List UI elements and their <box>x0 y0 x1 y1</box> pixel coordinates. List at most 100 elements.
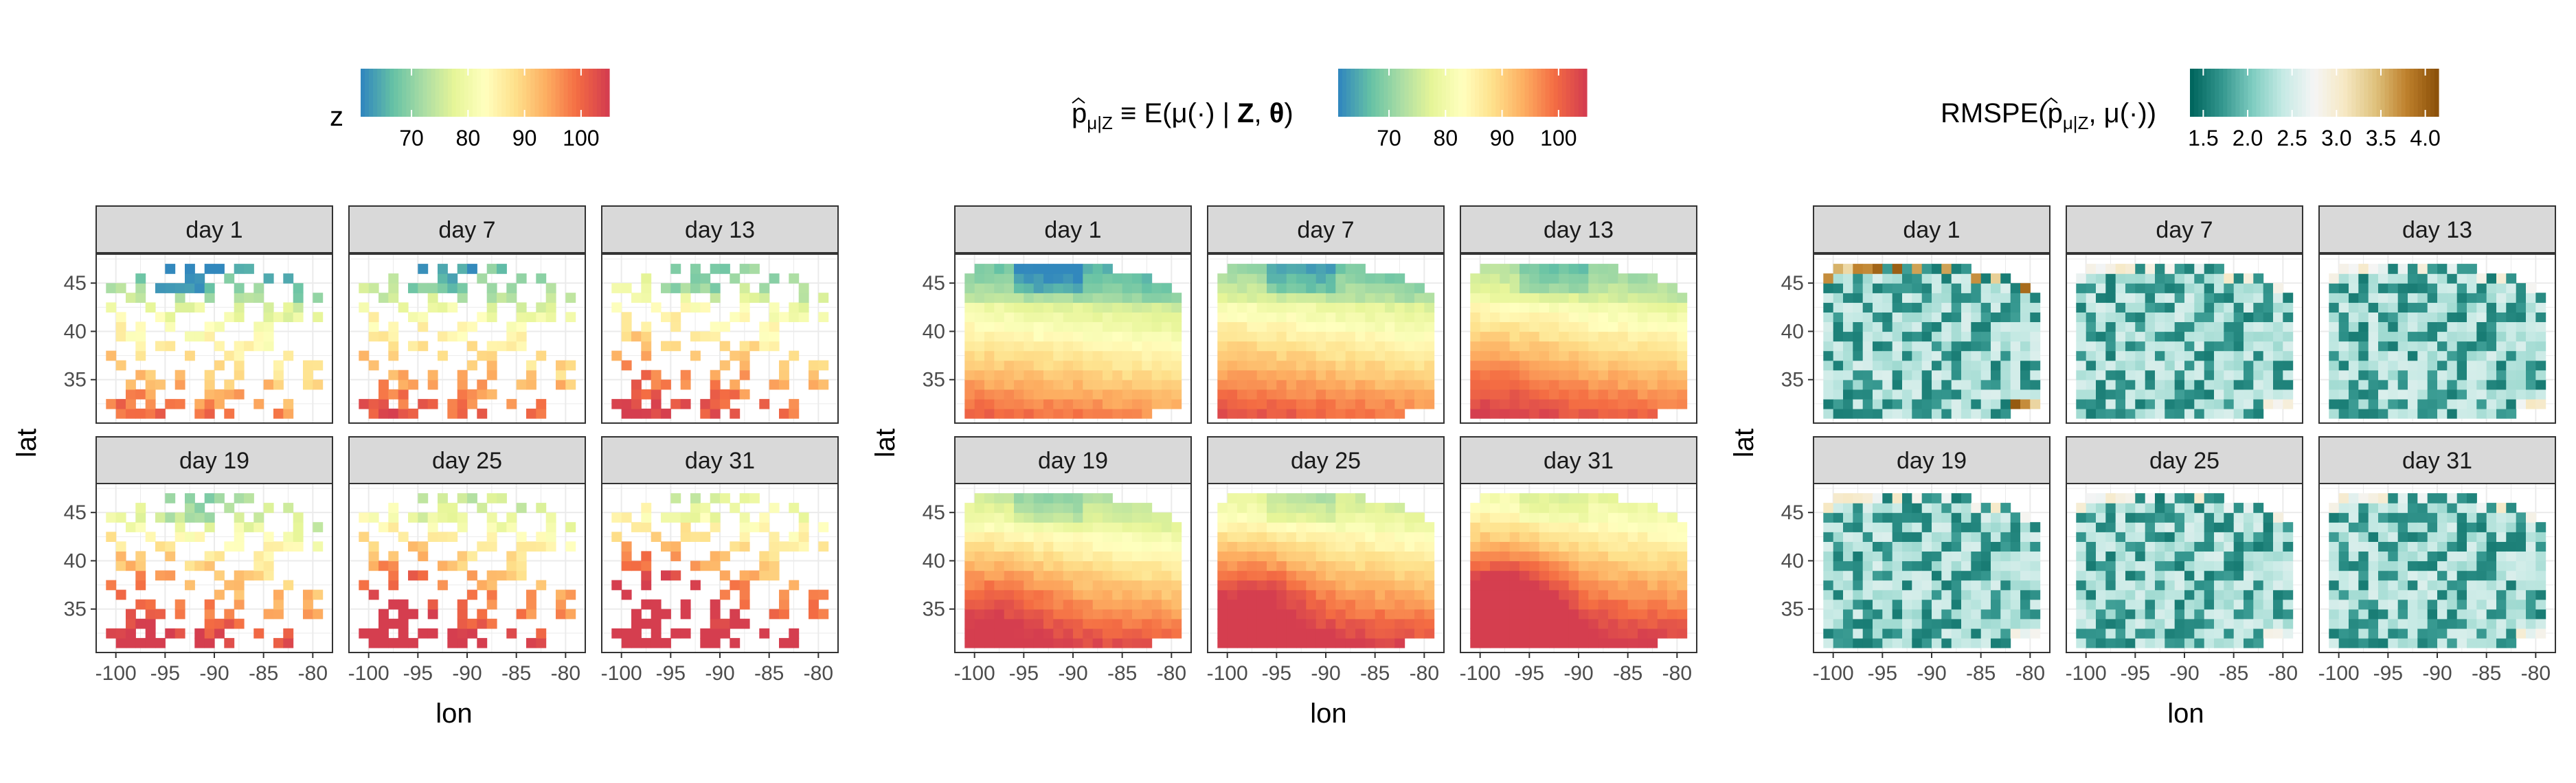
heatmap-cell <box>1559 589 1570 600</box>
heatmap-cell <box>680 609 691 620</box>
heatmap-cell <box>2496 341 2507 352</box>
heatmap-cell <box>1519 273 1530 284</box>
heatmap-cell <box>720 264 730 274</box>
heatmap-cell <box>204 599 215 610</box>
heatmap-cell <box>964 628 975 639</box>
heatmap-cell <box>2526 360 2536 371</box>
x-tick-label: -85 <box>1966 662 1996 685</box>
heatmap-cell <box>1217 379 1228 390</box>
heatmap-cell <box>1980 637 1991 648</box>
heatmap-cell <box>1122 580 1133 591</box>
heatmap-cell <box>1921 331 1932 342</box>
heatmap-cell <box>2535 302 2546 313</box>
heatmap-cell <box>1500 408 1511 419</box>
x-tick-label: -95 <box>1262 662 1291 685</box>
heatmap-cell <box>964 293 975 303</box>
heatmap-cell <box>1892 637 1903 648</box>
heatmap-cell <box>2224 331 2235 342</box>
heatmap-cell <box>1608 283 1618 293</box>
heatmap-cell <box>486 618 497 629</box>
heatmap-cell <box>1833 331 1844 342</box>
heatmap-cell <box>2105 589 2116 600</box>
heatmap-cell <box>1365 512 1376 523</box>
heatmap-cell <box>818 293 829 303</box>
legend-color-step <box>1449 69 1455 117</box>
heatmap-cell <box>2535 293 2546 303</box>
heatmap-cell <box>964 398 975 409</box>
heatmap-cell <box>1509 331 1520 342</box>
heatmap-cell <box>1991 618 2001 629</box>
heatmap-cell <box>1112 628 1123 639</box>
heatmap-cell <box>1539 589 1550 600</box>
heatmap-cell <box>2125 628 2136 639</box>
heatmap-cell <box>1004 350 1015 361</box>
heatmap-cell <box>984 532 995 542</box>
heatmap-cell <box>2535 398 2546 409</box>
heatmap-cell <box>2125 273 2136 284</box>
heatmap-cell <box>1549 512 1559 523</box>
heatmap-cell <box>759 560 770 571</box>
heatmap-cell <box>457 551 468 562</box>
heatmap-cell <box>1892 331 1903 342</box>
heatmap-cell <box>2105 551 2116 562</box>
heatmap-cell <box>155 570 166 581</box>
heatmap-cell <box>1237 493 1247 503</box>
heatmap-cell <box>2096 331 2106 342</box>
heatmap-cell <box>1941 360 1952 371</box>
heatmap-cell <box>1882 341 1893 352</box>
heatmap-cell <box>2273 360 2283 371</box>
heatmap-cell <box>1568 331 1579 342</box>
heatmap-cell <box>974 493 985 503</box>
heatmap-cell <box>1549 503 1559 513</box>
heatmap-cell <box>1394 589 1405 600</box>
heatmap-cell <box>368 283 379 293</box>
heatmap-cell <box>2135 293 2146 303</box>
heatmap-cell <box>185 350 195 361</box>
heatmap-cell <box>1227 283 1238 293</box>
heatmap-cell <box>283 302 294 313</box>
heatmap-cell <box>2338 389 2349 400</box>
heatmap-cell <box>1873 560 1883 571</box>
heatmap-cell <box>759 331 770 342</box>
heatmap-cell <box>2378 379 2388 390</box>
heatmap-cell <box>2214 283 2224 293</box>
heatmap-cell <box>1961 398 1971 409</box>
heatmap-cell <box>273 408 284 419</box>
heatmap-cell <box>1276 570 1287 581</box>
heatmap-cell <box>1286 302 1297 313</box>
heatmap-cell <box>789 580 800 591</box>
heatmap-cell <box>185 580 195 591</box>
heatmap-cell <box>2378 370 2388 381</box>
heatmap-cell <box>2010 599 2021 610</box>
heatmap-cell <box>964 609 975 620</box>
heatmap-cell <box>2427 360 2438 371</box>
heatmap-cell <box>1424 293 1435 303</box>
heatmap-cell <box>2358 321 2369 332</box>
heatmap-cell <box>2224 273 2235 284</box>
heatmap-cell <box>1932 637 1942 648</box>
heatmap-cell <box>516 560 527 571</box>
heatmap-cell <box>1053 389 1064 400</box>
heatmap-cell <box>174 370 185 381</box>
legend-color-step <box>510 69 515 117</box>
heatmap-cell <box>1912 408 1923 419</box>
heatmap-cell <box>1247 273 1258 284</box>
heatmap-cell <box>1326 370 1336 381</box>
heatmap-cell <box>1509 493 1520 503</box>
heatmap-cell <box>2447 264 2458 274</box>
heatmap-cell <box>1579 618 1589 629</box>
heatmap-cell <box>1677 570 1688 581</box>
legend-color-step <box>2368 69 2373 117</box>
heatmap-cell <box>974 293 985 303</box>
heatmap-cell <box>497 493 507 503</box>
heatmap-cell <box>1083 512 1094 523</box>
heatmap-cell <box>2096 503 2106 513</box>
heatmap-cell <box>1539 331 1550 342</box>
heatmap-cell <box>224 408 235 419</box>
heatmap-cell <box>2076 398 2087 409</box>
heatmap-cell <box>1286 618 1297 629</box>
heatmap-cell <box>2115 370 2126 381</box>
heatmap-cells <box>1217 493 1435 648</box>
heatmap-cell <box>477 503 488 513</box>
